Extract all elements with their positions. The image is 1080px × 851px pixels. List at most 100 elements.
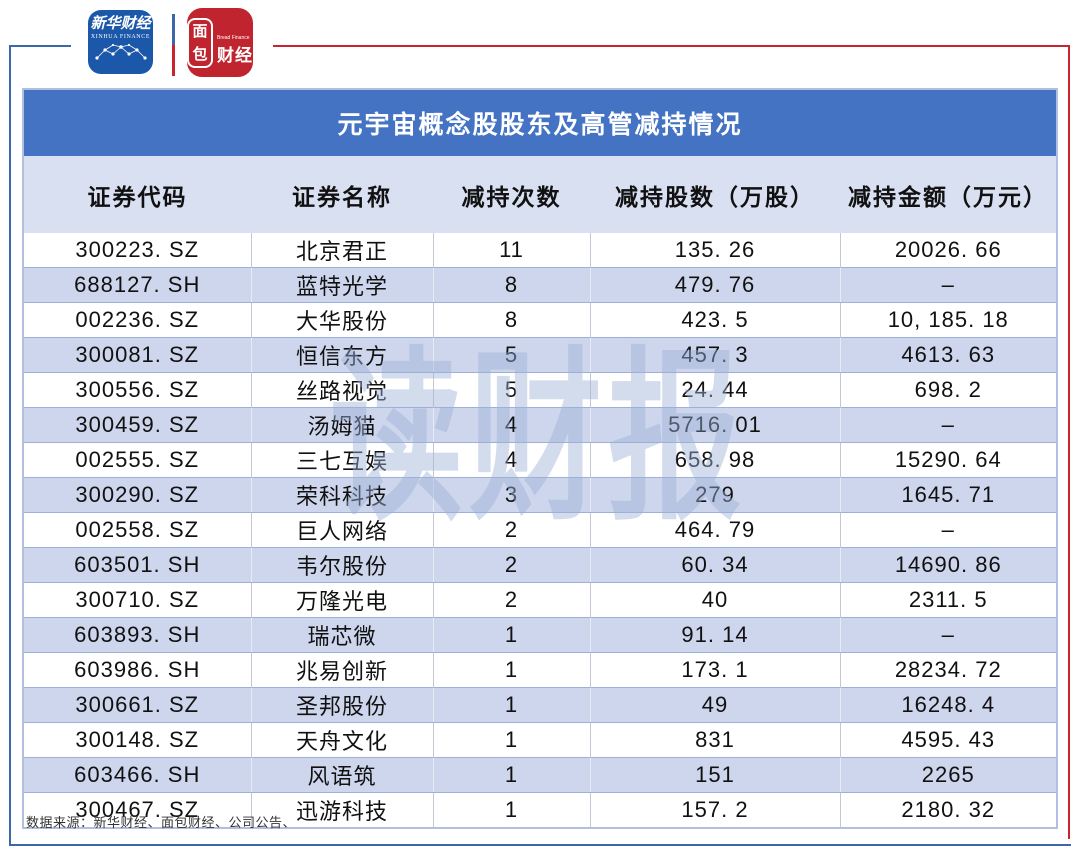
table-cell: 15290. 64 [894, 447, 1002, 472]
table-cell: 300556. SZ [24, 372, 252, 408]
table-cell: 603986. SH [24, 652, 252, 688]
frame-line-top-left [9, 45, 71, 47]
table-cell: 11 [433, 233, 591, 268]
table-row: 002558. SZ 巨人网络 2 464. 79 – [24, 512, 1056, 548]
table-cell: 16248. 4 [840, 687, 1056, 723]
table-cell: 4 [433, 407, 591, 443]
table-cell: 2 [433, 547, 591, 583]
reduction-table: 证券代码 证券名称 减持次数 减持股数（万股） 减持金额（万元） 300223. SZ 北… [24, 156, 1056, 827]
table-cell: 万隆光电 [251, 582, 434, 618]
bread-logo-char-top: 面 [192, 22, 208, 40]
bread-logo-char-bottom: 包 [192, 45, 208, 63]
table-cell: 603893. SH [24, 617, 252, 653]
xinhua-logo-subtitle: XINHUA FINANCE [90, 33, 151, 40]
table-row: 300556. SZ 丝路视觉 5 24. 44 698. 2 [24, 372, 1056, 408]
table-cell: 1 [433, 792, 591, 827]
table-cell: 1 [433, 652, 591, 688]
table-cell: 兆易创新 [251, 652, 434, 688]
table-cell: 天舟文化 [251, 722, 434, 758]
table-cell: 韦尔股份 [251, 547, 434, 583]
xinhua-finance-logo: 新华财经 XINHUA FINANCE [88, 10, 153, 74]
table-cell: 20026. 66 [894, 237, 1002, 262]
table-cell: 60. 34 [590, 547, 841, 583]
table-cell: 1 [433, 687, 591, 723]
table-cell: 瑞芯微 [251, 617, 434, 653]
table-cell: 658. 98 [590, 442, 841, 478]
table-cell: 1 [433, 617, 591, 653]
table-row: 300459. SZ 汤姆猫 4 5716. 01– [24, 407, 1056, 443]
table-cell: 1645. 71 [840, 477, 1056, 513]
table-cell: 5 [433, 337, 591, 373]
bread-finance-logo: 面 包 Bread Finance 财经 [187, 8, 253, 77]
table-cell: 423. 5 [590, 302, 841, 338]
table-cell: 5 [433, 372, 591, 408]
table-cell: 3 [433, 477, 591, 513]
table-cell: 135. 26 [590, 233, 841, 268]
table-cell: 8 [433, 302, 591, 338]
table-cell: 40 [590, 582, 841, 618]
table-row: 002236. SZ 大华股份 8 423. 5 10, 185. 18 [24, 302, 1056, 338]
table-title: 元宇宙概念股股东及高管减持情况 [24, 90, 1056, 156]
table-cell: 300290. SZ [24, 477, 252, 513]
table-cell: 风语筑 [251, 757, 434, 793]
table-cell: 300710. SZ [24, 582, 252, 618]
table-cell: 2 [433, 582, 591, 618]
table-cell: – [941, 517, 955, 542]
table-row: 300081. SZ 恒信东方 5 457. 3 4613. 63 [24, 337, 1056, 373]
table-cell: 1 [433, 757, 591, 793]
table-cell: 8 [433, 267, 591, 303]
table-cell: 汤姆猫 [251, 407, 434, 443]
table-cell: 24. 44 [590, 372, 841, 408]
xinhua-logo-title: 新华财经 [90, 15, 151, 32]
table-cell: 698. 2 [914, 377, 982, 402]
table-cell: 002558. SZ [24, 512, 252, 548]
table-row: 603501. SH 韦尔股份 2 60. 34 14690. 86 [24, 547, 1056, 583]
header-row: 证券代码 证券名称 减持次数 减持股数（万股） 减持金额（万元） [24, 156, 1056, 233]
table-cell: 巨人网络 [251, 512, 434, 548]
reduction-table-card: 元宇宙概念股股东及高管减持情况 证券代码 证券名称 减持次数 减持股数（万股） 减持金额… [22, 88, 1058, 829]
table-row: 603893. SH 瑞芯微 1 91. 14– [24, 617, 1056, 653]
table-row: 300290. SZ 荣科科技 3 279 1645. 71 [24, 477, 1056, 513]
frame-line-right [1068, 45, 1070, 839]
table-cell: 4 [433, 442, 591, 478]
table-cell: 恒信东方 [251, 337, 434, 373]
table-row: 300223. SZ 北京君正 11 135. 26 20026. 66 [24, 233, 1056, 268]
table-cell: 28234. 72 [894, 657, 1002, 682]
table-cell: – [840, 267, 1056, 303]
table-cell: 300081. SZ [24, 337, 252, 373]
table-row: 603466. SH 风语筑 1 151 2265 [24, 757, 1056, 793]
table-cell: 300459. SZ [24, 407, 252, 443]
table-row: 603986. SH 兆易创新 1 173. 1 28234. 72 [24, 652, 1056, 688]
table-cell: 300661. SZ [24, 687, 252, 723]
table-cell: 002236. SZ [24, 302, 252, 338]
table-cell: 2265 [840, 757, 1056, 793]
table-cell: – [840, 407, 1056, 443]
table-cell: 4613. 63 [840, 337, 1056, 373]
table-row: 300148. SZ 天舟文化 1 831 4595. 43 [24, 722, 1056, 758]
table-cell: 91. 14 [590, 617, 841, 653]
table-cell: 300148. SZ [24, 722, 252, 758]
table-cell: 大华股份 [251, 302, 434, 338]
table-cell: 圣邦股份 [251, 687, 434, 723]
table-cell: 迅游科技 [251, 792, 434, 827]
table-cell: 151 [590, 757, 841, 793]
column-header: 减持次数 [433, 156, 590, 233]
table-cell: 002555. SZ [24, 442, 252, 478]
table-cell: 丝路视觉 [251, 372, 434, 408]
table-cell: 14690. 86 [840, 547, 1056, 583]
table-cell: 157. 2 [590, 792, 841, 827]
table-cell: 300223. SZ [24, 233, 252, 268]
table-cell: 603466. SH [24, 757, 252, 793]
column-header: 减持金额（万元） [840, 156, 1056, 233]
table-cell: 荣科科技 [251, 477, 434, 513]
frame-line-bottom [9, 844, 1071, 846]
table-cell: 279 [590, 477, 841, 513]
table-cell: 457. 3 [590, 337, 841, 373]
table-cell: 5716. 01 [590, 407, 841, 443]
bread-logo-text: 财经 [217, 45, 253, 65]
table-cell: 479. 76 [590, 267, 841, 303]
table-row: 300467. SZ 迅游科技 1 157. 2 2180. 32 [24, 792, 1056, 827]
table-cell: 49 [590, 687, 841, 723]
table-row: 300661. SZ 圣邦股份 1 49 16248. 4 [24, 687, 1056, 723]
table-row: 688127. SH 蓝特光学 8 479. 76– [24, 267, 1056, 303]
